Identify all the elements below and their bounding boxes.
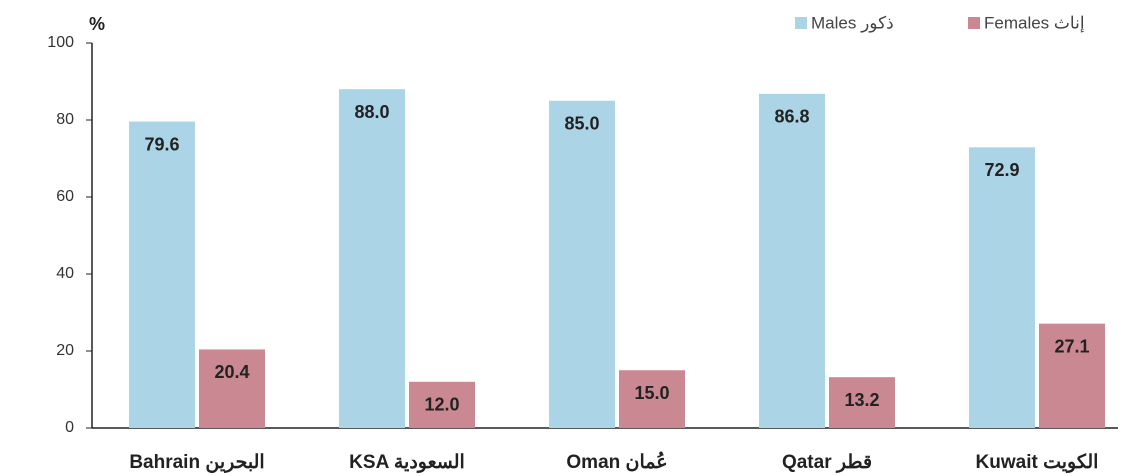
legend-swatch	[968, 17, 980, 29]
y-tick-label: 100	[47, 34, 74, 51]
bar	[129, 121, 195, 428]
bar	[619, 370, 685, 428]
value-label: 86.8	[774, 107, 809, 127]
value-label: 72.9	[984, 160, 1019, 180]
value-label: 88.0	[354, 102, 389, 122]
y-tick-label: 80	[56, 111, 74, 128]
y-tick-label: 0	[65, 419, 74, 436]
bar	[969, 147, 1035, 428]
x-tick-label: Oman عُمان	[566, 451, 667, 473]
bar	[339, 89, 405, 428]
y-tick-label: 20	[56, 342, 74, 359]
value-label: 20.4	[214, 362, 249, 382]
legend-label: Females إناث	[984, 13, 1085, 32]
value-label: 85.0	[564, 114, 599, 134]
bar	[199, 349, 265, 428]
y-tick-label: 40	[56, 265, 74, 282]
x-tick-label: KSA السعودية	[349, 452, 465, 473]
x-tick-label: Bahrain البحرين	[129, 452, 264, 473]
value-label: 27.1	[1054, 336, 1089, 356]
bar	[829, 377, 895, 428]
legend-label: Males ذكور	[811, 13, 894, 33]
bar	[549, 100, 615, 428]
value-label: 79.6	[144, 134, 179, 154]
value-label: 13.2	[844, 390, 879, 410]
legend-swatch	[795, 17, 807, 29]
value-label: 12.0	[424, 395, 459, 415]
x-tick-label: Kuwait الكويت	[976, 452, 1099, 473]
x-tick-label: Qatar قطر	[782, 452, 872, 473]
y-tick-label: 60	[56, 188, 74, 205]
bar	[759, 93, 825, 428]
value-label: 15.0	[634, 383, 669, 403]
bar	[1039, 323, 1105, 428]
bar	[409, 381, 475, 428]
y-axis-label: %	[89, 14, 105, 34]
